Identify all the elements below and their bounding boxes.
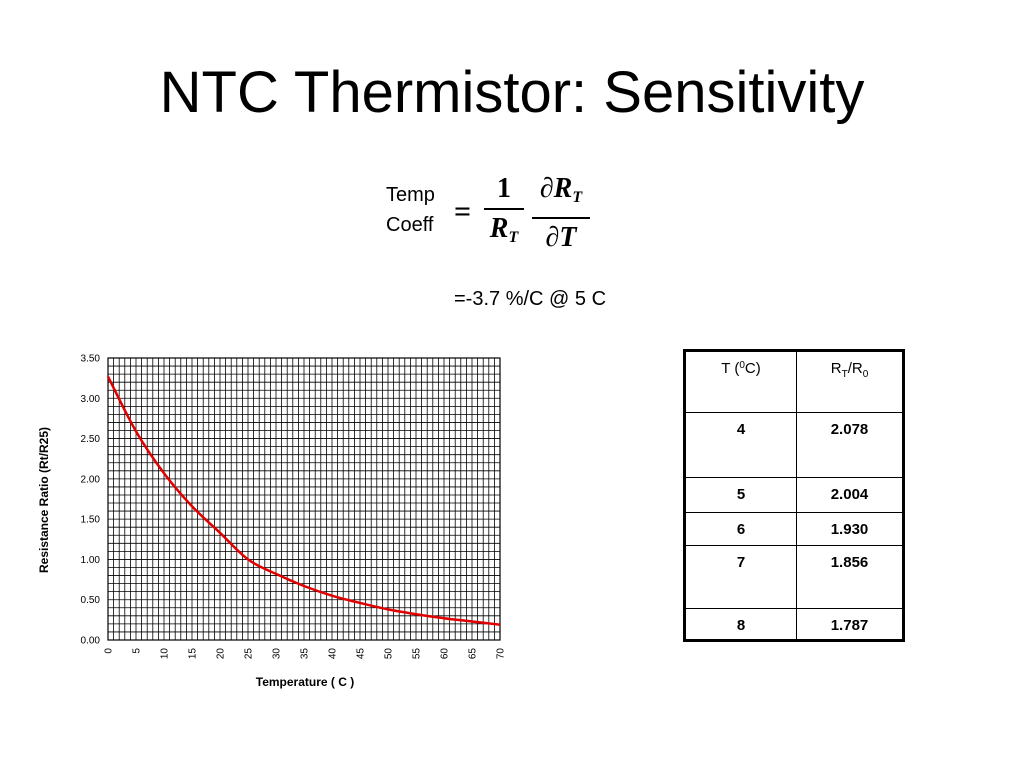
cell-temperature: 5: [684, 477, 797, 513]
table-row: 6 1.930: [684, 512, 904, 546]
chart-series: [106, 375, 501, 626]
x-tick-label: 60: [440, 648, 451, 660]
drt-symbol: ∂R: [539, 173, 573, 204]
chart-grid: [107, 357, 501, 641]
cell-temperature: 4: [684, 412, 797, 478]
x-tick-label: 5: [132, 648, 143, 654]
x-tick-label: 35: [300, 648, 311, 660]
y-tick-label: 3.00: [81, 394, 101, 405]
y-tick-label: 3.50: [81, 354, 101, 365]
y-tick-label: 1.00: [81, 555, 101, 566]
resistance-ratio-chart: 0.00 0.50 1.00 1.50 2.00 2.50 3.00 3.50 0 5 10 15 20…: [37, 354, 507, 690]
table-row: 4 2.078: [684, 412, 904, 478]
y-axis-label: Resistance Ratio (Rt/R25): [37, 427, 51, 573]
x-tick-label: 55: [412, 648, 423, 660]
x-axis-label: Temperature ( C ): [256, 675, 354, 689]
fraction-partial-derivative: ∂RT ∂T: [532, 172, 590, 255]
table-row: 8 1.787: [684, 608, 904, 641]
chart-axes: 0.00 0.50 1.00 1.50 2.00 2.50 3.00 3.50 0 5 10 15 20…: [81, 354, 507, 660]
table-header-row: T (0C) RT/R0: [684, 350, 904, 413]
equation-equals-sign: =: [454, 195, 472, 228]
y-tick-label: 2.00: [81, 474, 101, 485]
cell-temperature: 6: [684, 512, 797, 546]
cell-ratio: 1.856: [796, 545, 904, 609]
cell-ratio: 2.004: [796, 477, 904, 513]
fraction-bar: [484, 208, 524, 210]
table-row: 7 1.856: [684, 545, 904, 609]
rt-symbol: R: [489, 213, 509, 244]
column-header-temperature: T (0C): [684, 350, 797, 413]
x-tick-label: 45: [356, 648, 367, 660]
equation-label-coeff: Coeff: [386, 214, 434, 236]
x-tick-label: 25: [244, 648, 255, 660]
x-tick-label: 30: [272, 648, 283, 660]
fraction-one-over-rt: 1 RT: [484, 172, 524, 255]
equation-label-temp: Temp: [386, 184, 435, 206]
y-tick-label: 2.50: [81, 434, 101, 445]
cell-temperature: 8: [684, 608, 797, 641]
drt-subscript: T: [572, 189, 583, 206]
x-tick-label: 0: [104, 648, 115, 654]
y-tick-label: 0.50: [81, 595, 101, 606]
x-tick-label: 40: [328, 648, 339, 660]
x-tick-label: 65: [468, 648, 479, 660]
x-tick-label: 20: [216, 648, 227, 660]
fraction-bar: [532, 217, 590, 219]
x-tick-label: 10: [160, 648, 171, 660]
rt-subscript: T: [508, 229, 519, 246]
fraction-denominator-rt: RT: [484, 212, 524, 255]
cell-temperature: 7: [684, 545, 797, 609]
fraction-denominator-dt: ∂T: [545, 222, 577, 253]
cell-ratio: 1.930: [796, 512, 904, 546]
cell-ratio: 2.078: [796, 412, 904, 478]
resistance-data-table: T (0C) RT/R0 4 2.078 5 2.004 6 1.930 7 1…: [683, 349, 905, 642]
x-tick-label: 15: [188, 648, 199, 660]
table-row: 5 2.004: [684, 477, 904, 513]
y-tick-label: 1.50: [81, 515, 101, 526]
column-header-ratio: RT/R0: [796, 350, 904, 413]
x-tick-label: 70: [496, 648, 507, 660]
slide-title: NTC Thermistor: Sensitivity: [159, 60, 865, 125]
fraction-numerator-drt: ∂RT: [532, 172, 590, 215]
y-tick-label: 0.00: [81, 636, 101, 647]
cell-ratio: 1.787: [796, 608, 904, 641]
plot-frame: [107, 357, 501, 641]
coefficient-result: =-3.7 %/C @ 5 C: [454, 288, 607, 310]
x-tick-label: 50: [384, 648, 395, 660]
fraction-numerator-one: 1: [497, 173, 511, 204]
